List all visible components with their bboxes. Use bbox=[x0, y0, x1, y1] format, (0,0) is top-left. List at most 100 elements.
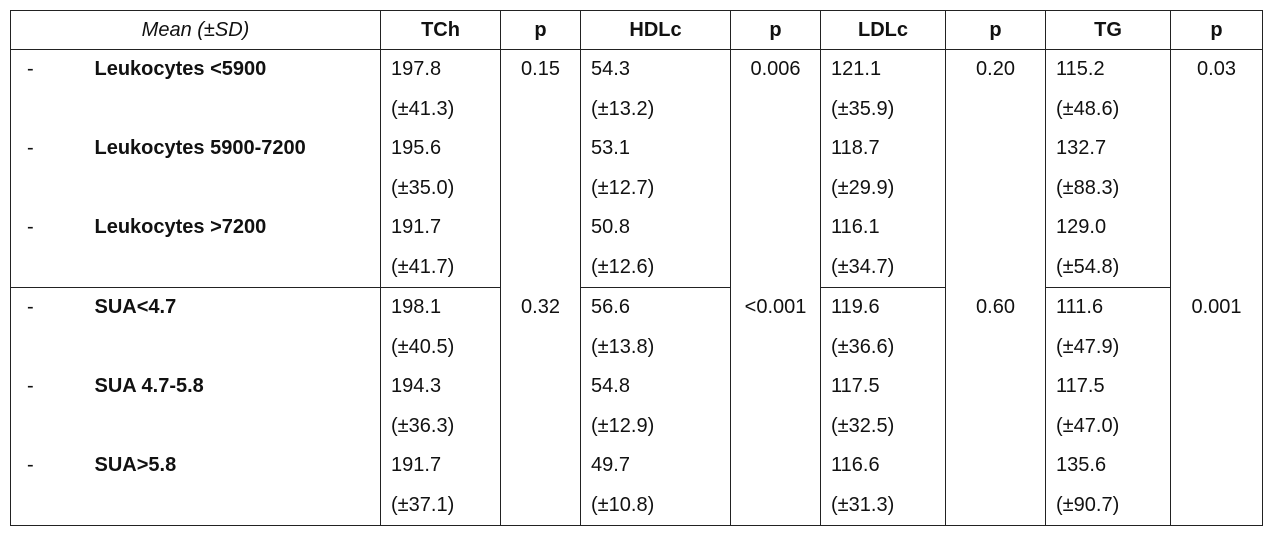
table-row: - SUA>5.8 191.7 (±37.1) 49.7 (±10.8) 116.6 (±31… bbox=[10, 446, 1263, 526]
value-cell: 135.6 (±90.7) bbox=[1045, 446, 1171, 526]
value-cell: 49.7 (±10.8) bbox=[580, 446, 731, 526]
mean-value: 117.5 bbox=[1056, 375, 1105, 397]
p-cell: <0.001 bbox=[730, 287, 821, 526]
p-value: 0.03 bbox=[1197, 58, 1236, 80]
value-cell: 111.6 (±47.9) bbox=[1045, 287, 1171, 367]
sd-value: (±10.8) bbox=[591, 493, 655, 516]
value-cell: 191.7 (±41.7) bbox=[380, 208, 501, 288]
sd-value: (±36.3) bbox=[391, 414, 455, 437]
sd-value: (±12.7) bbox=[591, 176, 655, 199]
mean-value: 50.8 bbox=[591, 216, 630, 238]
value-cell: 191.7 (±37.1) bbox=[380, 446, 501, 526]
p-value: 0.006 bbox=[750, 58, 801, 80]
header-row: Mean (±SD) TCh p HDLc p LDLc p TG p bbox=[10, 10, 1263, 50]
sd-value: (±47.9) bbox=[1056, 335, 1120, 358]
table-row: - SUA 4.7-5.8 194.3 (±36.3) 54.8 (±12.9) 117.5… bbox=[11, 367, 1263, 446]
table-row: - Leukocytes 5900-7200 195.6 (±35.0) 53.1 (±1… bbox=[11, 129, 1263, 208]
value-cell: 53.1 (±12.7) bbox=[580, 129, 731, 208]
mean-value: 197.8 bbox=[391, 58, 442, 80]
sd-value: (±12.9) bbox=[591, 414, 655, 437]
mean-value: 49.7 bbox=[591, 454, 630, 476]
mean-value: 117.5 bbox=[831, 375, 880, 397]
row-label: SUA<4.7 bbox=[94, 296, 177, 318]
table-row: - Leukocytes >7200 191.7 (±41.7) 50.8 (±12.6)… bbox=[10, 208, 1263, 288]
p-cell: 0.15 bbox=[500, 49, 581, 288]
p-cell: 0.32 bbox=[500, 287, 581, 526]
p-cell: 0.006 bbox=[730, 49, 821, 288]
value-cell: 197.8 (±41.3) bbox=[380, 49, 501, 129]
sd-value: (±90.7) bbox=[1056, 493, 1120, 516]
mean-value: 54.8 bbox=[591, 375, 630, 397]
mean-value: 191.7 bbox=[391, 216, 442, 238]
sd-value: (±41.3) bbox=[391, 97, 455, 120]
p-cell: 0.20 bbox=[945, 49, 1046, 288]
sd-value: (±35.0) bbox=[391, 176, 455, 199]
sd-value: (±41.7) bbox=[391, 255, 455, 278]
p-value: <0.001 bbox=[744, 295, 807, 318]
row-label: Leukocytes >7200 bbox=[94, 216, 267, 238]
sd-value: (±54.8) bbox=[1056, 255, 1120, 278]
marker-cell: - bbox=[10, 208, 81, 288]
table-row: - SUA<4.7 198.1 (±40.5) 0.32 56.6 (±13.8) <0.00… bbox=[11, 287, 1263, 526]
row-label: SUA 4.7-5.8 bbox=[94, 375, 204, 397]
sd-value: (±35.9) bbox=[831, 97, 895, 120]
row-label: Leukocytes <5900 bbox=[94, 58, 267, 80]
marker-cell: - bbox=[11, 288, 81, 368]
value-cell: 195.6 (±35.0) bbox=[380, 129, 501, 208]
sd-value: (±40.5) bbox=[391, 335, 455, 358]
label-cell: Leukocytes 5900-7200 bbox=[81, 129, 381, 208]
mean-value: 135.6 bbox=[1056, 454, 1107, 476]
header-label: Mean (±SD) bbox=[10, 10, 381, 50]
marker-cell: - bbox=[11, 367, 81, 446]
p-cell: 0.001 bbox=[1170, 287, 1263, 526]
sd-value: (±13.2) bbox=[591, 97, 655, 120]
mean-value: 116.1 bbox=[831, 216, 880, 238]
sd-value: (±29.9) bbox=[831, 176, 895, 199]
row-label: Leukocytes 5900-7200 bbox=[94, 137, 306, 159]
column-header: LDLc bbox=[820, 10, 946, 50]
value-cell: 129.0 (±54.8) bbox=[1045, 208, 1171, 288]
mean-value: 115.2 bbox=[1056, 58, 1105, 80]
value-cell: 54.8 (±12.9) bbox=[580, 367, 731, 446]
value-cell: 117.5 (±32.5) bbox=[820, 367, 946, 446]
column-header: p bbox=[1170, 10, 1263, 50]
mean-value: 198.1 bbox=[391, 296, 442, 318]
p-value: 0.15 bbox=[521, 58, 560, 80]
value-cell: 117.5 (±47.0) bbox=[1045, 367, 1171, 446]
sd-value: (±32.5) bbox=[831, 414, 895, 437]
row-label: SUA>5.8 bbox=[94, 454, 177, 476]
p-cell: 0.03 bbox=[1170, 49, 1263, 288]
value-cell: 118.7 (±29.9) bbox=[820, 129, 946, 208]
p-cell: 0.60 bbox=[945, 287, 1046, 526]
label-cell: Leukocytes >7200 bbox=[80, 208, 381, 288]
value-cell: 116.6 (±31.3) bbox=[820, 446, 946, 526]
value-cell: 54.3 (±13.2) bbox=[580, 49, 731, 129]
row-marker: - bbox=[27, 296, 34, 318]
sd-value: (±88.3) bbox=[1056, 176, 1120, 199]
value-cell: 116.1 (±34.7) bbox=[820, 208, 946, 288]
p-value: 0.001 bbox=[1191, 295, 1242, 318]
row-marker: - bbox=[27, 375, 34, 397]
mean-value: 121.1 bbox=[831, 58, 882, 80]
sd-value: (±31.3) bbox=[831, 493, 895, 516]
marker-cell: - bbox=[11, 50, 81, 130]
row-marker: - bbox=[27, 454, 34, 476]
mean-value: 118.7 bbox=[831, 137, 880, 159]
value-cell: 56.6 (±13.8) bbox=[580, 287, 731, 367]
column-header: p bbox=[500, 10, 581, 50]
marker-cell: - bbox=[10, 446, 81, 526]
mean-value: 129.0 bbox=[1056, 216, 1107, 238]
value-cell: 121.1 (±35.9) bbox=[820, 49, 946, 129]
mean-value: 191.7 bbox=[391, 454, 442, 476]
sd-value: (±37.1) bbox=[391, 493, 455, 516]
row-marker: - bbox=[27, 58, 34, 80]
value-cell: 119.6 (±36.6) bbox=[820, 287, 946, 367]
table-body: - Leukocytes <5900 197.8 (±41.3) 0.15 54.3 (±1… bbox=[10, 49, 1263, 526]
sd-value: (±47.0) bbox=[1056, 414, 1120, 437]
mean-value: 54.3 bbox=[591, 58, 630, 80]
row-marker: - bbox=[27, 137, 34, 159]
value-cell: 132.7 (±88.3) bbox=[1045, 129, 1171, 208]
label-cell: SUA<4.7 bbox=[81, 288, 381, 368]
table-row: - Leukocytes <5900 197.8 (±41.3) 0.15 54.3 (±1… bbox=[11, 49, 1263, 288]
